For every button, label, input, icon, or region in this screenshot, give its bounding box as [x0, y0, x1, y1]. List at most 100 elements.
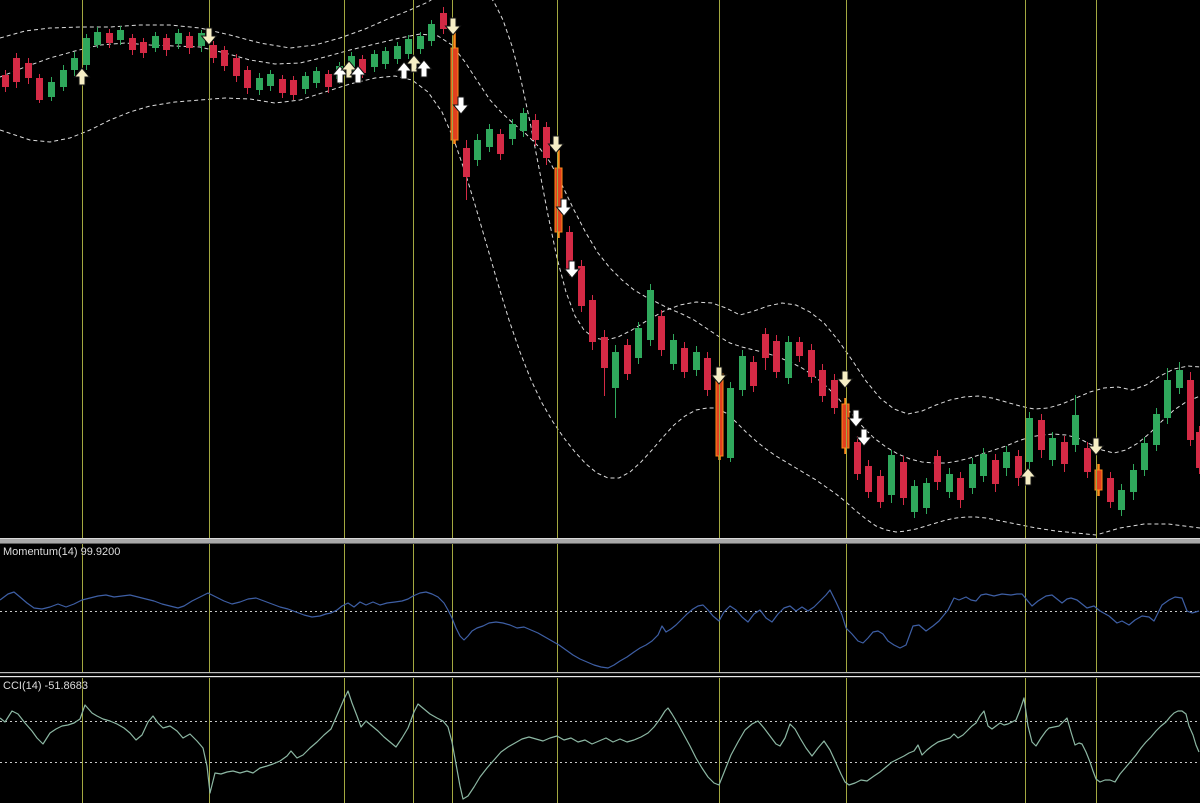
bull-candle: [175, 33, 182, 44]
panel-separator-bar[interactable]: [0, 672, 1200, 674]
bear-candle: [819, 370, 826, 396]
bear-candle: [589, 300, 596, 342]
bear-candle: [36, 78, 43, 100]
sell-signal-arrow-icon: [836, 370, 854, 389]
sell-signal-arrow-icon: [563, 260, 581, 279]
bear-candle: [566, 232, 573, 270]
buy-signal-arrow-icon: [395, 61, 413, 80]
panel-separator-bar[interactable]: [0, 538, 1200, 539]
bull-candle: [509, 124, 516, 139]
panel-separators: [0, 538, 1200, 678]
bull-candle: [980, 454, 987, 476]
bollinger-middle-band: [0, 33, 1200, 464]
bear-candle: [762, 334, 769, 358]
buy-signal-arrow-icon: [340, 60, 358, 79]
bear-candle: [325, 74, 332, 87]
bull-candle: [382, 51, 389, 64]
bull-candle: [635, 328, 642, 358]
bear-candle: [808, 350, 815, 377]
bear-candle: [359, 59, 366, 73]
bull-candle: [417, 36, 424, 49]
bull-candle: [923, 483, 930, 508]
bear-candle: [440, 13, 447, 29]
bear-candle: [750, 362, 757, 386]
bull-candle: [693, 352, 700, 370]
bull-candle: [739, 356, 746, 390]
bear-candle: [532, 120, 539, 140]
bull-candle: [1049, 438, 1056, 460]
bull-candle: [117, 30, 124, 40]
bear-candle: [186, 36, 193, 48]
bull-candle: [1153, 414, 1160, 445]
bear-candle: [25, 63, 32, 78]
panel-separator-bar[interactable]: [0, 543, 1200, 544]
sell-signal-arrow-icon: [847, 409, 865, 428]
bull-candle: [152, 36, 159, 48]
bear-candle: [1015, 456, 1022, 478]
bull-candle: [911, 486, 918, 512]
bull-candle: [1164, 380, 1171, 418]
bull-candle: [1141, 443, 1148, 470]
bear-candle: [140, 42, 147, 53]
bear-candle: [290, 80, 297, 95]
bull-candle: [313, 71, 320, 83]
sell-signal-arrow-icon: [547, 135, 565, 154]
bollinger-upper-band: [0, 0, 1200, 415]
bull-candle: [1118, 490, 1125, 510]
bull-candle: [428, 24, 435, 41]
impulse-candle: [450, 47, 459, 141]
bull-candle: [946, 474, 953, 492]
bear-candle: [681, 348, 688, 372]
panel-separator-bar[interactable]: [0, 539, 1200, 543]
bear-candle: [831, 380, 838, 408]
bear-candle: [221, 50, 228, 66]
bear-candle: [624, 345, 631, 374]
sell-signal-arrow-icon: [1087, 437, 1105, 456]
bull-candle: [267, 74, 274, 86]
sell-signal-arrow-icon: [452, 96, 470, 115]
bear-candle: [210, 45, 217, 58]
cci-line: [0, 690, 1200, 800]
bear-candle: [658, 316, 665, 350]
sell-signal-arrow-icon: [555, 198, 573, 217]
bear-candle: [1084, 448, 1091, 472]
bear-candle: [13, 58, 20, 82]
bull-candle: [48, 82, 55, 97]
bull-candle: [486, 129, 493, 147]
bull-candle: [785, 342, 792, 378]
bear-candle: [865, 466, 872, 492]
bull-candle: [1176, 370, 1183, 388]
buy-signal-arrow-icon: [1019, 467, 1037, 486]
bull-candle: [1003, 452, 1010, 468]
bear-candle: [2, 75, 9, 87]
bull-candle: [727, 388, 734, 458]
bear-candle: [1196, 432, 1200, 468]
panel-separator-bar[interactable]: [0, 676, 1200, 678]
sell-signal-arrow-icon: [710, 366, 728, 385]
bear-candle: [497, 134, 504, 154]
impulse-candle: [1094, 469, 1103, 491]
bear-candle: [244, 70, 251, 88]
bear-candle: [163, 38, 170, 50]
bear-candle: [992, 460, 999, 484]
momentum-panel: [0, 589, 1200, 669]
bear-candle: [279, 79, 286, 93]
bull-candle: [647, 290, 654, 340]
bull-candle: [60, 70, 67, 87]
bear-candle: [877, 476, 884, 502]
bear-candle: [1107, 478, 1114, 502]
bull-candle: [1130, 470, 1137, 492]
buy-signal-arrow-icon: [415, 59, 433, 78]
buy-signal-arrow-icon: [349, 65, 367, 84]
sell-signal-arrow-icon: [200, 27, 218, 46]
bear-candle: [578, 266, 585, 306]
bear-candle: [463, 148, 470, 177]
bear-candle: [1038, 420, 1045, 450]
bull-candle: [520, 113, 527, 131]
bull-candle: [405, 39, 412, 54]
